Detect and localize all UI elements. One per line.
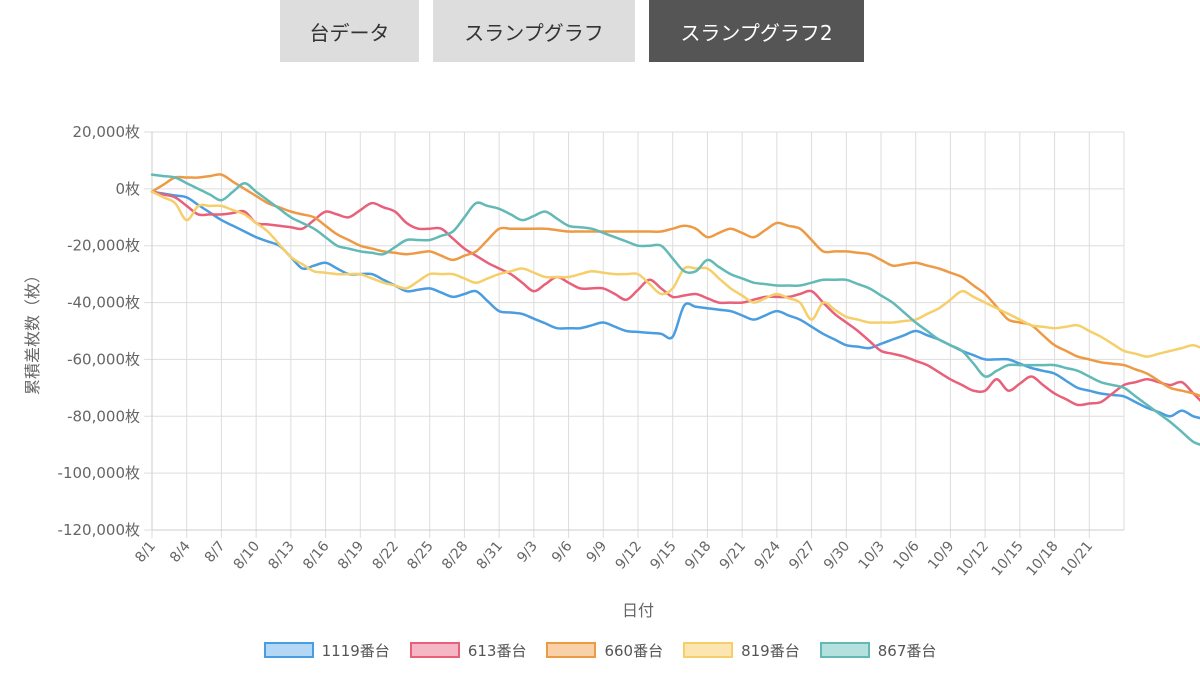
legend-item-660[interactable]: 660番台 xyxy=(546,640,663,661)
tab-slump-graph[interactable]: スランプグラフ xyxy=(433,0,635,62)
legend-swatch-1119 xyxy=(263,642,314,658)
x-tick-label: 9/24 xyxy=(751,538,784,572)
chart-legend: 1119番台 613番台 660番台 819番台 867番台 xyxy=(0,638,1200,662)
legend-label-819: 819番台 xyxy=(741,641,800,660)
x-tick-label: 10/15 xyxy=(989,538,1027,579)
x-tick-label: 8/25 xyxy=(404,538,436,572)
y-tick-label: 0枚 xyxy=(115,180,140,198)
legend-swatch-613 xyxy=(409,642,460,658)
legend-label-1119: 1119番台 xyxy=(321,641,390,660)
x-tick-label: 8/16 xyxy=(300,538,333,572)
tab-table-data[interactable]: 台データ xyxy=(280,0,419,62)
x-tick-label: 9/3 xyxy=(514,538,541,566)
series-line-819 xyxy=(150,190,1200,358)
x-tick-label: 9/21 xyxy=(717,538,749,572)
x-tick-label: 9/30 xyxy=(821,538,853,572)
legend-swatch-867 xyxy=(819,642,870,658)
series-lines xyxy=(150,173,1200,446)
legend-item-1119[interactable]: 1119番台 xyxy=(263,640,390,661)
y-tick-label: -20,000枚 xyxy=(67,237,140,255)
x-tick-label: 8/10 xyxy=(231,538,263,572)
x-tick-label: 8/13 xyxy=(265,538,297,572)
series-line-660 xyxy=(150,173,1200,398)
x-tick-label: 8/19 xyxy=(335,538,367,572)
x-tick-label: 10/12 xyxy=(954,538,992,579)
y-tick-label: -60,000枚 xyxy=(67,350,140,368)
legend-item-613[interactable]: 613番台 xyxy=(409,640,527,661)
y-tick-label: -80,000枚 xyxy=(67,407,140,425)
x-tick-label: 9/18 xyxy=(682,538,714,572)
legend-label-660: 660番台 xyxy=(604,641,664,660)
series-line-613 xyxy=(150,190,1200,407)
series-line-1119 xyxy=(150,190,1200,420)
x-tick-label: 8/4 xyxy=(167,538,194,566)
legend-label-867: 867番台 xyxy=(877,641,937,660)
x-tick-label: 9/15 xyxy=(647,538,679,572)
x-tick-label: 9/6 xyxy=(549,538,576,566)
x-tick-label: 8/1 xyxy=(132,538,159,566)
y-tick-label: -100,000枚 xyxy=(58,464,140,482)
x-axis-title: 日付 xyxy=(622,601,654,620)
x-tick-label: 9/12 xyxy=(613,538,645,572)
legend-item-867[interactable]: 867番台 xyxy=(819,640,937,661)
legend-swatch-660 xyxy=(546,642,597,658)
y-axis-title: 累積差枚数（枚） xyxy=(23,267,42,395)
x-tick-label: 10/6 xyxy=(890,538,923,572)
x-tick-labels: 8/1 8/4 8/7 8/10 8/13 8/16 8/19 8/22 8/25 8/28 8/3… xyxy=(132,538,1096,579)
x-tick-label: 8/22 xyxy=(370,538,402,572)
x-tick-label: 10/9 xyxy=(925,538,957,572)
legend-label-613: 613番台 xyxy=(467,641,527,660)
series-line-867 xyxy=(150,173,1200,446)
x-tick-label: 8/28 xyxy=(439,538,471,572)
y-tick-label: -40,000枚 xyxy=(67,294,140,312)
tab-slump-graph-2[interactable]: スランプグラフ2 xyxy=(649,0,864,62)
x-tick-label: 9/9 xyxy=(584,538,611,566)
x-tick-label: 10/21 xyxy=(1058,538,1096,579)
legend-swatch-819 xyxy=(683,642,734,658)
y-tick-label: 20,000枚 xyxy=(73,123,141,141)
y-tick-label: -120,000枚 xyxy=(58,521,140,539)
grid-lines xyxy=(144,131,1125,538)
x-tick-label: 10/18 xyxy=(1023,538,1061,579)
x-tick-label: 10/3 xyxy=(856,538,888,572)
x-tick-label: 8/7 xyxy=(202,538,229,566)
x-tick-label: 9/27 xyxy=(786,538,818,572)
legend-item-819[interactable]: 819番台 xyxy=(683,640,800,661)
x-tick-label: 8/31 xyxy=(474,538,506,572)
